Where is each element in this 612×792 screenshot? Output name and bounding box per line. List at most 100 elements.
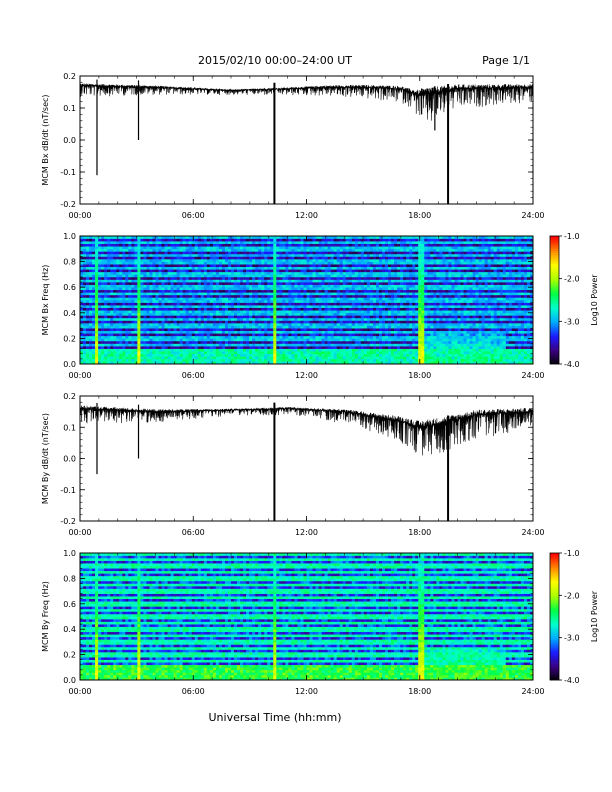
spectrogram-cell [218, 294, 223, 298]
spectrogram-cell [161, 305, 165, 308]
spectrogram-cell [264, 274, 268, 278]
spectrogram-cell [218, 241, 223, 244]
spectrogram-cell [369, 289, 374, 293]
spectrogram-cell [86, 269, 90, 273]
spectrogram-cell [327, 264, 331, 268]
spectrogram-cell [155, 259, 159, 262]
spectrogram-cell [300, 338, 304, 342]
spectrogram-cell [143, 276, 147, 280]
spectrogram-cell [86, 259, 90, 262]
spectrogram-cell [315, 256, 319, 260]
spectrogram-cell [116, 335, 120, 339]
spectrogram-cell [188, 348, 193, 352]
spectrogram-cell [128, 351, 132, 355]
spectrogram-cell [212, 238, 217, 242]
spectrogram-cell [324, 253, 328, 257]
spectrogram-cell [309, 279, 313, 283]
spectrogram-cell [309, 343, 313, 347]
spectrogram-cell [237, 269, 241, 273]
spectrogram-cell [194, 340, 199, 344]
spectrogram-cell [294, 251, 298, 255]
spectrogram-cell [258, 330, 262, 334]
spectrogram-cell [140, 266, 144, 270]
spectrogram-cell [351, 276, 356, 280]
spectrogram-cell [116, 300, 120, 303]
spectrogram-cell [188, 274, 193, 278]
spectrogram-cell [155, 348, 159, 352]
spectrogram-cell [197, 253, 202, 257]
spectrogram-cell [336, 264, 341, 268]
spectrogram-cell [92, 253, 96, 257]
spectrogram-cell [333, 343, 337, 347]
spectrogram-cell [191, 310, 196, 314]
spectrogram-cell [276, 266, 280, 270]
spectrogram-cell [354, 294, 359, 298]
spectrogram-cell [282, 259, 286, 262]
spectrogram-cell [122, 266, 126, 270]
spectrogram-cell [161, 307, 165, 311]
spectrogram-cell [191, 346, 196, 349]
spectrogram-cell [227, 330, 232, 334]
spectrogram-cell [330, 282, 334, 285]
spectrogram-cell [113, 256, 117, 260]
spectrogram-cell [300, 312, 304, 316]
spectrogram-cell [122, 305, 126, 308]
spectrogram-cell [194, 361, 199, 365]
spectrogram-cell [249, 266, 253, 270]
spectrogram-cell [98, 300, 102, 303]
spectrogram-cell [104, 292, 108, 296]
spectrogram-cell [110, 259, 114, 262]
spectrogram-cell [212, 236, 217, 239]
spectrogram-cell [122, 276, 126, 280]
spectrogram-cell [110, 276, 114, 280]
spectrogram-cell [366, 259, 371, 262]
spectrogram-cell [188, 279, 193, 283]
spectrogram-cell [179, 248, 183, 252]
spectrogram-cell [288, 356, 292, 360]
spectrogram-cell [324, 279, 328, 283]
spectrogram-cell [252, 358, 256, 362]
spectrogram-cell [315, 251, 319, 255]
spectrogram-cell [170, 338, 174, 342]
spectrogram-cell [261, 241, 265, 244]
spectrogram-cell [276, 310, 280, 314]
spectrogram-cell [95, 305, 99, 308]
spectrogram-cell [243, 312, 247, 316]
spectrogram-cell [321, 330, 325, 334]
spectrogram-cell [86, 241, 90, 244]
spectrogram-cell [306, 253, 310, 257]
spectrogram-cell [161, 248, 165, 252]
spectrogram-cell [113, 353, 117, 357]
spectrogram-cell [173, 294, 177, 298]
spectrogram-cell [128, 325, 132, 329]
spectrogram-cell [209, 300, 214, 303]
spectrogram-cell [342, 307, 347, 311]
spectrogram-cell [191, 340, 196, 344]
spectrogram-cell [252, 284, 256, 288]
spectrogram-cell [113, 243, 117, 247]
spectrogram-cell [179, 358, 183, 362]
spectrogram-cell [300, 238, 304, 242]
spectrogram-cell [291, 279, 295, 283]
spectrogram-cell [218, 238, 223, 242]
spectrogram-cell [267, 256, 271, 260]
spectrogram-cell [95, 271, 99, 275]
spectrogram-cell [327, 236, 331, 239]
spectrogram-cell [315, 343, 319, 347]
spectrogram-cell [92, 256, 96, 260]
spectrogram-cell [273, 248, 277, 252]
spectrogram-cell [158, 333, 162, 337]
spectrogram-cell [354, 351, 359, 355]
spectrogram-cell [209, 297, 214, 301]
spectrogram-cell [276, 302, 280, 306]
spectrogram-cell [212, 333, 217, 337]
spectrogram-cell [231, 302, 235, 306]
spectrogram-cell [182, 320, 186, 324]
spectrogram-cell [185, 287, 190, 291]
spectrogram-cell [318, 259, 322, 262]
spectrogram-cell [161, 282, 165, 285]
spectrogram-cell [342, 276, 347, 280]
spectrogram-cell [336, 343, 341, 347]
spectrogram-cell [309, 302, 313, 306]
spectrogram-cell [161, 356, 165, 360]
